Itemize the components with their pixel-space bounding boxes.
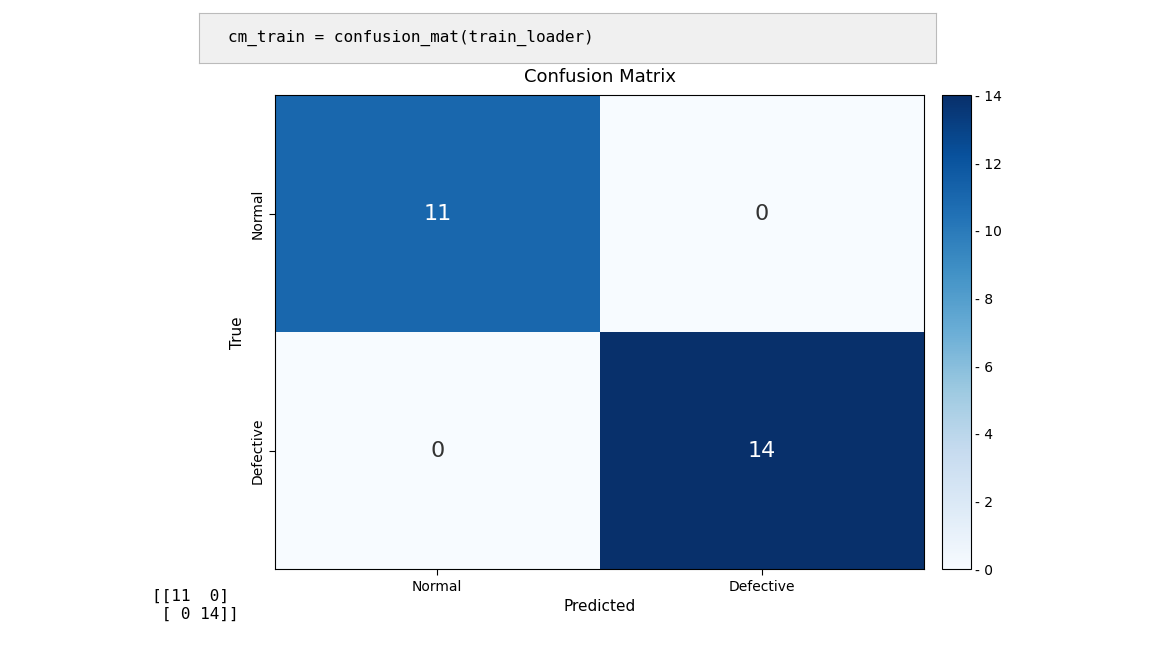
- Text: [[11  0]
 [ 0 14]]: [[11 0] [ 0 14]]: [152, 589, 239, 621]
- Text: 11: 11: [424, 204, 452, 224]
- X-axis label: Predicted: Predicted: [564, 599, 635, 614]
- Text: 14: 14: [748, 441, 776, 461]
- Y-axis label: True: True: [230, 316, 245, 349]
- Text: 0: 0: [755, 204, 769, 224]
- Text: 0: 0: [431, 441, 445, 461]
- Title: Confusion Matrix: Confusion Matrix: [524, 68, 675, 86]
- Text: cm_train = confusion_mat(train_loader): cm_train = confusion_mat(train_loader): [228, 30, 594, 46]
